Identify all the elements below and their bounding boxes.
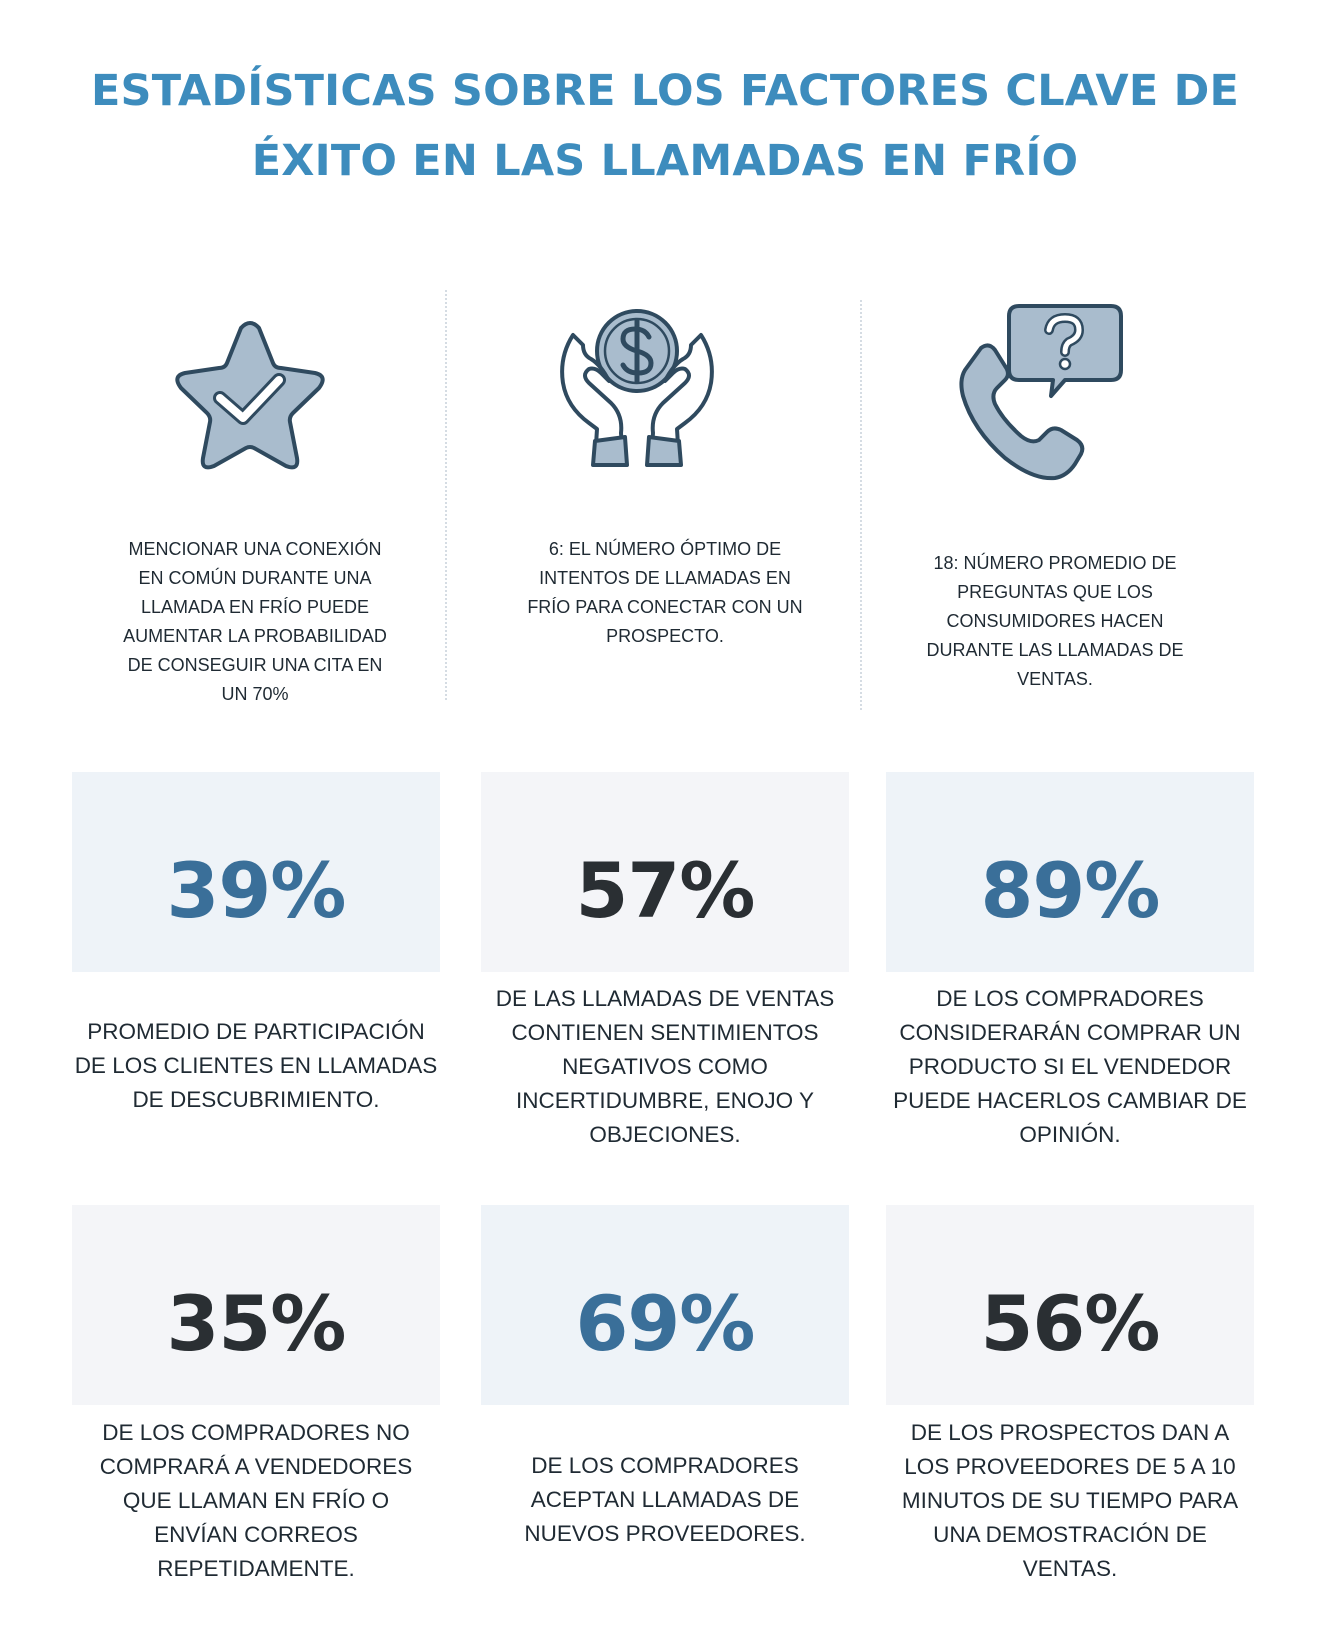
fact-text-line: 6: EL NÚMERO ÓPTIMO DE: [548, 539, 782, 559]
fact-text-line: PREGUNTAS QUE LOS: [957, 582, 1153, 602]
stat-band: 89%: [886, 772, 1254, 972]
stat-text-line: DE LOS PROSPECTOS DAN A: [910, 1420, 1230, 1445]
stat-value: 56%: [980, 1278, 1161, 1368]
stat-text-line: OPINIÓN.: [1019, 1122, 1121, 1147]
stat-value: 89%: [980, 845, 1161, 935]
fact-average-questions: 18: NÚMERO PROMEDIO DE PREGUNTAS QUE LOS…: [905, 549, 1205, 694]
page-title-line-2: ÉXITO EN LAS LLAMADAS EN FRÍO: [251, 136, 1079, 186]
stat-text-line: MINUTOS DE SU TIEMPO PARA: [901, 1488, 1239, 1513]
fact-text-line: 18: NÚMERO PROMEDIO DE: [933, 553, 1177, 573]
stat-text-line: DE LAS LLAMADAS DE VENTAS: [495, 986, 835, 1011]
stat-band: 57%: [481, 772, 849, 972]
stat-card: 56% DE LOS PROSPECTOS DAN A LOS PROVEEDO…: [886, 1205, 1254, 1605]
stat-card: 39% PROMEDIO DE PARTICIPACIÓN DE LOS CLI…: [72, 772, 440, 1162]
star-check-icon: [165, 318, 335, 478]
stat-text-line: VENTAS.: [1022, 1556, 1118, 1581]
phone-question-bubble-icon: [955, 300, 1135, 485]
column-divider: [860, 300, 862, 710]
fact-text-line: EN COMÚN DURANTE UNA: [138, 568, 372, 588]
stat-card: 89% DE LOS COMPRADORES CONSIDERARÁN COMP…: [886, 772, 1254, 1162]
stat-value: 35%: [166, 1278, 347, 1368]
fact-text-line: FRÍO PARA CONECTAR CON UN: [527, 597, 803, 617]
stat-value: 69%: [575, 1278, 756, 1368]
fact-text-line: AUMENTAR LA PROBABILIDAD: [123, 626, 387, 646]
stat-text-line: DE LOS COMPRADORES: [531, 1453, 799, 1478]
stat-value: 39%: [166, 845, 347, 935]
stat-text-line: DE LOS COMPRADORES NO: [102, 1420, 410, 1445]
stat-description: DE LOS COMPRADORES CONSIDERARÁN COMPRAR …: [886, 982, 1254, 1152]
fact-text-line: PROSPECTO.: [606, 626, 724, 646]
stat-card: 35% DE LOS COMPRADORES NO COMPRARÁ A VEN…: [72, 1205, 440, 1605]
stat-card: 57% DE LAS LLAMADAS DE VENTAS CONTIENEN …: [481, 772, 849, 1162]
page-title-line-1: ESTADÍSTICAS SOBRE LOS FACTORES CLAVE DE: [90, 66, 1240, 116]
stat-text-line: DE LOS COMPRADORES: [936, 986, 1204, 1011]
fact-text-line: MENCIONAR UNA CONEXIÓN: [128, 539, 382, 559]
stat-text-line: NEGATIVOS COMO: [562, 1054, 768, 1079]
fact-text-line: CONSUMIDORES HACEN: [946, 611, 1164, 631]
stat-value: 57%: [575, 845, 756, 935]
stat-text-line: NUEVOS PROVEEDORES.: [524, 1521, 806, 1546]
stat-band: 35%: [72, 1205, 440, 1405]
stat-description: DE LOS COMPRADORES ACEPTAN LLAMADAS DE N…: [481, 1449, 849, 1551]
stat-text-line: CONTIENEN SENTIMIENTOS: [511, 1020, 819, 1045]
stat-description: DE LOS PROSPECTOS DAN A LOS PROVEEDORES …: [886, 1416, 1254, 1586]
stat-description: DE LOS COMPRADORES NO COMPRARÁ A VENDEDO…: [72, 1416, 440, 1586]
stat-text-line: ENVÍAN CORREOS: [154, 1522, 358, 1547]
stat-text-line: INCERTIDUMBRE, ENOJO Y: [516, 1088, 814, 1113]
fact-common-connection: MENCIONAR UNA CONEXIÓN EN COMÚN DURANTE …: [100, 535, 410, 709]
stat-text-line: QUE LLAMAN EN FRÍO O: [122, 1488, 390, 1513]
stat-text-line: PROMEDIO DE PARTICIPACIÓN: [87, 1019, 425, 1044]
stat-text-line: LOS PROVEEDORES DE 5 A 10: [904, 1454, 1236, 1479]
stat-text-line: REPETIDAMENTE.: [157, 1556, 355, 1581]
fact-text-line: UN 70%: [221, 684, 289, 704]
fact-text-line: DE CONSEGUIR UNA CITA EN: [127, 655, 383, 675]
stat-text-line: UNA DEMOSTRACIÓN DE: [933, 1522, 1207, 1547]
stat-band: 69%: [481, 1205, 849, 1405]
stat-text-line: ACEPTAN LLAMADAS DE: [530, 1487, 800, 1512]
column-divider: [445, 290, 447, 700]
stat-description: DE LAS LLAMADAS DE VENTAS CONTIENEN SENT…: [481, 982, 849, 1152]
fact-text-line: LLAMADA EN FRÍO PUEDE: [140, 597, 370, 617]
fact-text-line: VENTAS.: [1017, 669, 1093, 689]
stat-band: 39%: [72, 772, 440, 972]
stat-text-line: PUEDE HACERLOS CAMBIAR DE: [893, 1088, 1247, 1113]
fact-text-line: DURANTE LAS LLAMADAS DE: [926, 640, 1184, 660]
stat-text-line: COMPRARÁ A VENDEDORES: [99, 1454, 413, 1479]
stat-text-line: CONSIDERARÁN COMPRAR UN: [899, 1020, 1241, 1045]
hands-dollar-coin-icon: [555, 305, 765, 485]
stat-text-line: DE DESCUBRIMIENTO.: [132, 1087, 380, 1112]
stat-text-line: PRODUCTO SI EL VENDEDOR: [908, 1054, 1232, 1079]
stat-text-line: DE LOS CLIENTES EN LLAMADAS: [74, 1053, 438, 1078]
stat-card: 69% DE LOS COMPRADORES ACEPTAN LLAMADAS …: [481, 1205, 849, 1605]
stat-band: 56%: [886, 1205, 1254, 1405]
fact-optimal-attempts: 6: EL NÚMERO ÓPTIMO DE INTENTOS DE LLAMA…: [510, 535, 820, 651]
stat-description: PROMEDIO DE PARTICIPACIÓN DE LOS CLIENTE…: [72, 1015, 440, 1117]
stat-text-line: OBJECIONES.: [589, 1122, 741, 1147]
fact-text-line: INTENTOS DE LLAMADAS EN: [539, 568, 791, 588]
